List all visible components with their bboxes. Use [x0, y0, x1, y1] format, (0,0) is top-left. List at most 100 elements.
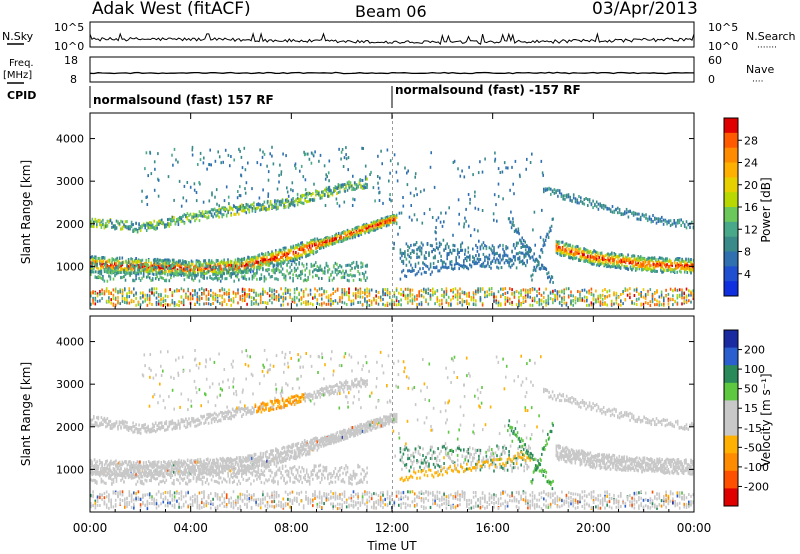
power-cell — [387, 219, 389, 223]
power-cell — [536, 264, 539, 268]
power-cell — [150, 261, 152, 265]
power-cell — [395, 299, 398, 303]
power-cell — [669, 224, 672, 228]
power-cell — [456, 262, 459, 266]
power-cell — [625, 211, 628, 215]
power-cell — [239, 149, 241, 153]
power-cell — [276, 199, 278, 203]
power-cell — [283, 248, 286, 252]
power-cell — [602, 254, 604, 258]
power-cell — [241, 203, 243, 207]
power-cell — [445, 298, 448, 302]
power-cell — [194, 213, 196, 217]
power-cell — [285, 246, 287, 250]
power-cell — [210, 212, 213, 216]
power-cell — [410, 256, 412, 260]
power-cell — [578, 195, 580, 198]
power-cell — [173, 215, 175, 219]
power-cell — [503, 261, 506, 265]
power-cell — [196, 291, 199, 295]
power-cell — [298, 293, 300, 297]
power-cell — [213, 265, 216, 269]
power-cell — [647, 256, 649, 260]
power-cell — [478, 258, 480, 261]
power-cell — [673, 221, 675, 225]
power-cell — [312, 198, 314, 202]
power-cell — [318, 193, 320, 197]
power-cell — [327, 242, 330, 246]
power-cell — [485, 255, 488, 259]
power-cell — [94, 219, 97, 223]
power-cell — [296, 303, 298, 307]
power-cell — [380, 149, 382, 153]
power-cell — [263, 254, 266, 258]
power-cell — [452, 161, 455, 164]
power-cell — [584, 259, 587, 263]
power-cell — [272, 206, 275, 209]
power-cell — [245, 181, 248, 185]
power-cell — [189, 220, 192, 224]
power-cell — [135, 257, 137, 260]
power-cell — [467, 224, 470, 228]
power-cell — [328, 279, 331, 282]
power-cell — [227, 195, 230, 199]
power-cell — [463, 259, 465, 263]
power-cell — [278, 257, 281, 261]
power-cell — [130, 267, 132, 271]
power-cell — [671, 268, 673, 271]
power-cell — [657, 258, 660, 261]
power-cell — [333, 264, 335, 268]
power-cell — [288, 250, 291, 254]
power-cell — [295, 198, 297, 202]
power-cell — [135, 274, 137, 278]
power-cell — [497, 258, 500, 262]
power-cell — [221, 213, 223, 217]
power-cell — [616, 264, 618, 268]
power-cell — [157, 293, 160, 297]
power-cell — [275, 249, 277, 253]
power-cell — [310, 193, 313, 197]
power-cell — [457, 167, 459, 171]
power-cell — [564, 253, 566, 257]
power-cell — [266, 164, 268, 168]
power-cell — [655, 221, 658, 225]
power-cell — [204, 263, 207, 267]
power-cell — [435, 246, 438, 250]
power-cell — [402, 268, 405, 272]
power-cell — [259, 298, 262, 302]
power-cell — [614, 253, 617, 257]
power-cell — [321, 302, 323, 306]
power-cell — [420, 302, 423, 306]
power-cell — [162, 303, 165, 307]
power-cell — [118, 265, 121, 269]
power-cell — [350, 233, 353, 236]
power-cell — [192, 272, 195, 276]
power-cell — [689, 260, 691, 264]
power-cell — [120, 262, 122, 266]
power-cell — [198, 219, 201, 223]
power-cell — [533, 252, 535, 256]
power-cell — [171, 269, 174, 272]
power-cell — [180, 204, 183, 208]
power-cell — [650, 264, 652, 268]
power-cell — [262, 292, 264, 296]
power-cell — [160, 301, 162, 305]
power-cell — [206, 270, 208, 274]
power-cell — [129, 263, 131, 267]
power-cell — [456, 289, 459, 293]
power-cell — [271, 293, 273, 297]
power-cell — [190, 262, 193, 265]
power-cell — [578, 201, 580, 205]
power-cell — [108, 258, 111, 262]
power-cell — [310, 241, 312, 245]
power-cell — [295, 251, 297, 254]
power-cell — [148, 223, 151, 227]
power-cell — [98, 256, 101, 260]
power-cell — [201, 210, 204, 214]
power-cell — [531, 278, 533, 282]
power-cell — [565, 246, 568, 250]
power-cell — [222, 272, 225, 275]
power-cell — [655, 264, 657, 268]
power-cell — [215, 188, 218, 192]
power-cell — [164, 279, 166, 283]
